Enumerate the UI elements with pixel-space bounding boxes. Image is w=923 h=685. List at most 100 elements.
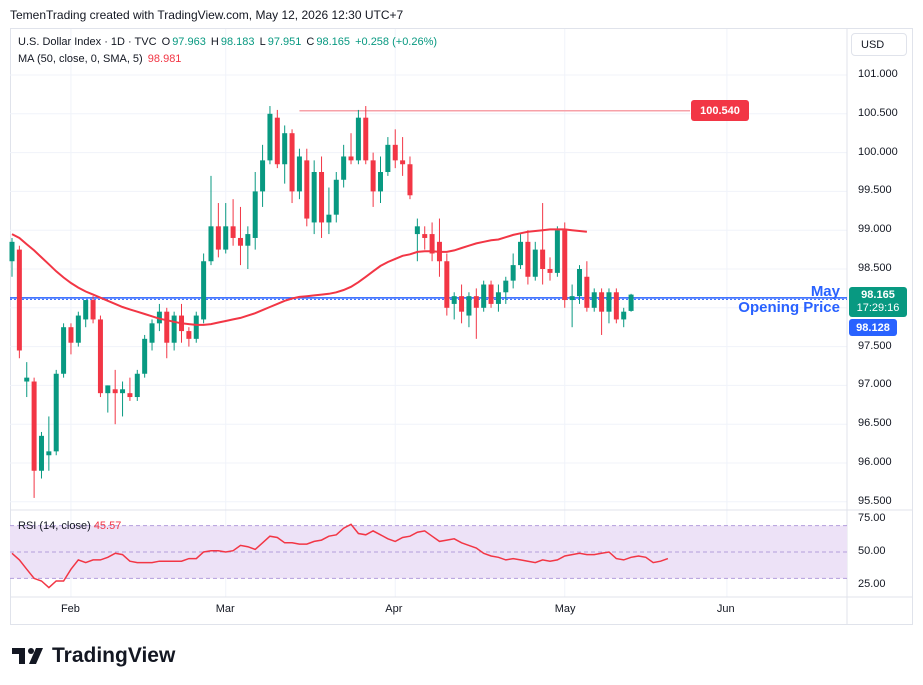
candle-body [267,113,273,161]
candle-body [540,249,546,269]
price-tick-label: 96.000 [858,456,892,468]
candle-body [591,292,597,308]
candle-body [525,241,531,277]
candle-body [466,296,472,316]
high-label: H [210,36,219,48]
candle-body [149,323,155,343]
candle-body [576,269,582,297]
candle-body [481,284,487,308]
candle-body [68,327,74,343]
candle-body [215,226,221,250]
rsi-label: RSI (14, close) [18,520,91,532]
candle-body [105,385,111,394]
candle-body [348,156,354,161]
close-value: 98.165 [316,36,351,48]
candle-body [628,294,634,311]
candle-body [363,117,369,161]
candle-body [355,117,361,161]
candle-body [274,117,280,165]
ma-legend[interactable]: MA (50, close, 0, SMA, 5) 98.981 [18,53,183,65]
price-tick-label: 97.500 [858,339,892,352]
candle-body [296,156,302,192]
candle-body [61,327,67,374]
high-price-tag: 100.540 [691,100,749,121]
rsi-tick-label: 25.00 [858,578,886,590]
candle-body [510,265,516,281]
price-tick-label: 99.000 [858,223,892,236]
candle-body [584,276,590,308]
candle-body [392,144,398,161]
rsi-legend[interactable]: RSI (14, close) 45.57 [18,520,121,532]
high-value: 98.183 [220,36,255,48]
candle-body [547,269,553,273]
candle-body [31,381,37,471]
candle-body [252,191,258,238]
candle-body [186,331,192,339]
candle-body [9,241,15,262]
time-tick-label: Mar [215,603,235,615]
annotation-line1: May [810,283,840,300]
candle-body [304,160,310,219]
candle-body [289,133,295,192]
price-tick-label: 97.000 [858,378,892,391]
candle-body [569,296,575,301]
candle-body [230,226,236,238]
annotation-line2: Opening Price [738,299,840,316]
time-tick-label: Feb [60,603,80,615]
rsi-tick-label: 50.00 [858,545,886,557]
candle-body [495,292,501,304]
close-label: C [306,36,315,48]
candle-body [429,234,435,254]
price-tick-label: 100.000 [858,145,898,158]
low-label: L [259,36,266,48]
time-tick-label: May [554,603,576,615]
price-tick-label: 98.500 [858,262,892,274]
currency-button[interactable]: USD [851,33,907,56]
low-value: 97.951 [267,36,302,48]
candle-body [208,226,214,262]
symbol-name[interactable]: U.S. Dollar Index · 1D · TVC [18,36,157,48]
price-tick-label: 95.500 [858,494,892,507]
price-tick-label: 100.500 [858,106,898,119]
tradingview-icon [12,648,43,664]
candle-body [120,389,126,394]
chart-panel[interactable] [10,28,913,625]
candle-body [282,133,288,165]
open-line-tag: 98.128 [849,319,897,336]
candle-body [193,315,199,339]
candle-body [311,172,317,223]
tradingview-logo[interactable]: TradingView [12,644,175,668]
candle-body [333,179,339,215]
candle-body [53,373,59,452]
candle-body [385,144,391,172]
candle-body [341,156,347,180]
candle-body [451,296,457,304]
chart-caption: TemenTrading created with TradingView.co… [10,8,404,22]
candle-body [127,393,133,398]
time-tick-label: Apr [385,603,403,615]
rsi-value: 45.57 [93,520,122,532]
candle-body [370,160,376,192]
rsi-tick-label: 75.00 [858,512,886,524]
candle-body [414,226,420,235]
candle-body [97,319,103,394]
price-tick-label: 96.500 [858,417,892,430]
time-tick-label: Jun [716,603,735,615]
candle-body [24,377,30,382]
candle-body [75,315,81,343]
candle-body [90,300,96,320]
candle-body [260,160,266,192]
candle-body [83,300,89,320]
candle-body [319,172,325,223]
candle-body [237,237,243,246]
last-price-tag: 98.165 17:29:16 [849,287,907,317]
candle-body [16,249,22,351]
last-price: 98.165 [861,289,895,301]
candle-body [245,234,251,246]
ma-value: 98.981 [147,53,182,65]
candle-body [142,338,148,374]
bar-countdown: 17:29:16 [856,302,900,314]
candle-body [164,311,170,343]
candle-body [156,311,162,324]
